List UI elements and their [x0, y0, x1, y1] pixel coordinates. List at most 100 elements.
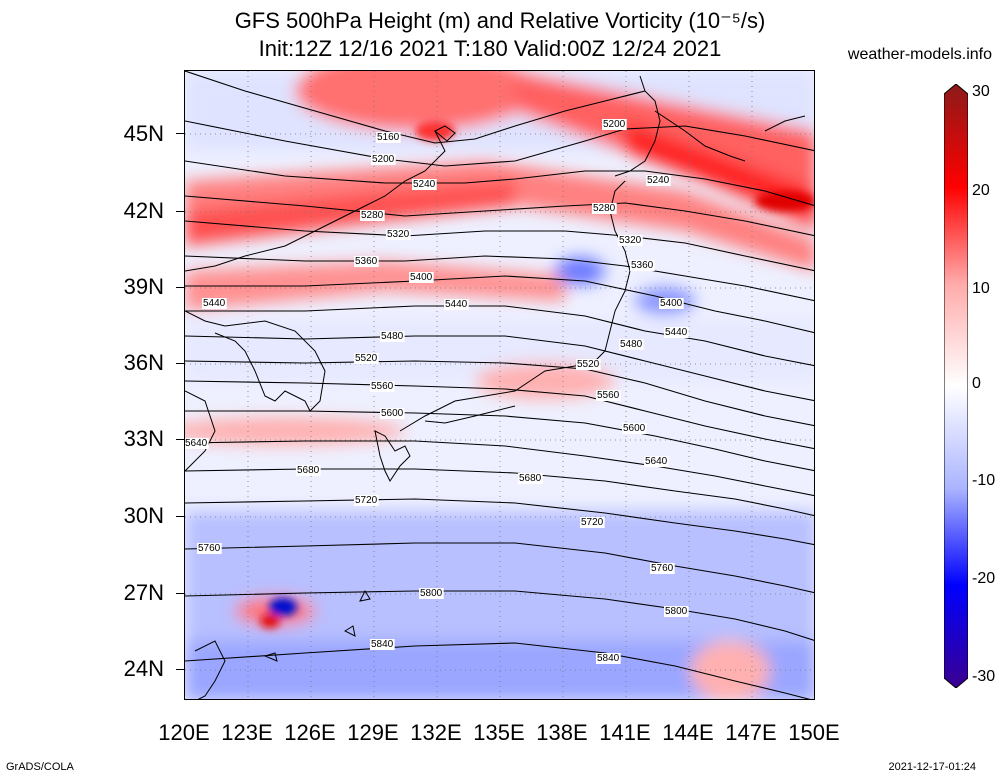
contour-label-bg [386, 229, 411, 240]
contour-label-bg [592, 203, 617, 214]
contour-label: 5600 [381, 408, 404, 419]
contour-label-bg [596, 390, 621, 401]
vorticity-map: 5160 5200 5240 5280 5320 5360 5400 5440 … [185, 71, 814, 699]
lat-label: 33N [123, 426, 164, 451]
colorbar-label: 20 [972, 182, 990, 199]
contour-label: 5200 [603, 119, 626, 130]
lon-label: 144E [662, 720, 714, 745]
contour-label-bg [664, 327, 689, 338]
contour-label-bg [380, 408, 405, 419]
contour-label-bg [644, 456, 669, 467]
contour-label: 5160 [377, 132, 400, 143]
lat-tick [176, 516, 184, 517]
contour-label-bg [602, 119, 627, 130]
lat-label: 45N [123, 121, 164, 146]
contour-label: 5720 [355, 495, 378, 506]
contour-label-bg [380, 331, 405, 342]
lat-tick [176, 211, 184, 212]
colorbar-label: -30 [972, 668, 996, 685]
contour-label: 5680 [297, 465, 320, 476]
lon-label: 135E [473, 720, 525, 745]
contour-label: 5400 [410, 272, 433, 283]
colorbar [944, 84, 968, 688]
colorbar-label: -20 [972, 570, 996, 587]
contour-label: 5640 [185, 438, 208, 449]
colorbar-label: 10 [972, 280, 990, 297]
lat-label: 27N [123, 580, 164, 605]
contour-label-bg [622, 423, 647, 434]
contour-label-bg [630, 260, 655, 271]
lon-label: 147E [725, 720, 777, 745]
contour-label: 5400 [660, 298, 683, 309]
contour-label-bg [376, 132, 401, 143]
contour-label: 5440 [203, 298, 226, 309]
contour-label-bg [646, 175, 671, 186]
contour-label: 5280 [361, 210, 384, 221]
lon-label: 138E [536, 720, 588, 745]
lat-label: 42N [123, 198, 164, 223]
lat-tick [176, 439, 184, 440]
contour-label-bg [650, 563, 675, 574]
contour-label: 5600 [623, 423, 646, 434]
contour-label-bg [370, 639, 395, 650]
contour-label-bg [371, 154, 396, 165]
lat-label: 36N [123, 350, 164, 375]
contour-label-bg [444, 299, 469, 310]
contour-label: 5800 [665, 606, 688, 617]
contour-label: 5360 [631, 260, 654, 271]
contour-label-bg [576, 359, 601, 370]
contour-label: 5800 [420, 588, 443, 599]
contour-label: 5680 [519, 473, 542, 484]
contour-label-bg [360, 210, 385, 221]
contour-label-bg [409, 272, 434, 283]
contour-label-bg [659, 298, 684, 309]
contour-label-bg [197, 543, 222, 554]
contour-label-bg [419, 588, 444, 599]
lon-label: 132E [410, 720, 462, 745]
height-contours [185, 71, 814, 699]
lon-label: 126E [284, 720, 336, 745]
contour-label: 5280 [593, 203, 616, 214]
lat-label: 30N [123, 503, 164, 528]
colorbar-label: 30 [972, 83, 990, 100]
contour-label: 5240 [413, 179, 436, 190]
site-label: weather-models.info [847, 46, 992, 63]
contour-label: 5320 [619, 235, 642, 246]
lat-tick [176, 287, 184, 288]
contour-label: 5640 [645, 456, 668, 467]
contour-label-bg [202, 298, 227, 309]
chart-subtitle: Init:12Z 12/16 2021 T:180 Valid:00Z 12/2… [258, 36, 722, 61]
grid-lines [185, 71, 814, 699]
lat-tick [176, 133, 184, 134]
contour-label-bg [354, 495, 379, 506]
lat-tick [176, 593, 184, 594]
contour-label-bg [518, 473, 543, 484]
contour-label: 5560 [597, 390, 620, 401]
lat-label: 24N [123, 656, 164, 681]
contour-label: 5520 [355, 353, 378, 364]
contour-label: 5240 [647, 175, 670, 186]
lon-label: 150E [788, 720, 840, 745]
footer-credit: GrADS/COLA [6, 761, 74, 773]
lon-label: 129E [347, 720, 399, 745]
contour-label-bg [664, 606, 689, 617]
contour-label: 5320 [387, 229, 410, 240]
contour-label: 5760 [651, 563, 674, 574]
contour-label-bg [185, 438, 209, 449]
lat-tick [176, 363, 184, 364]
colorbar-ramp [944, 84, 968, 688]
contour-label: 5520 [577, 359, 600, 370]
contour-label-bg [580, 517, 605, 528]
contour-label: 5200 [372, 154, 395, 165]
colorbar-label: 0 [972, 375, 981, 392]
contour-label-bg [619, 339, 644, 350]
contour-label: 5840 [371, 639, 394, 650]
contour-label-bg [370, 381, 395, 392]
contour-label-bg [596, 653, 621, 664]
contour-label: 5720 [581, 517, 604, 528]
lat-label: 39N [123, 274, 164, 299]
contour-label: 5440 [445, 299, 468, 310]
contour-label: 5480 [620, 339, 643, 350]
contour-label: 5360 [355, 256, 378, 267]
contour-labels: 5160 5200 5240 5280 5320 5360 5400 5440 … [185, 119, 689, 664]
